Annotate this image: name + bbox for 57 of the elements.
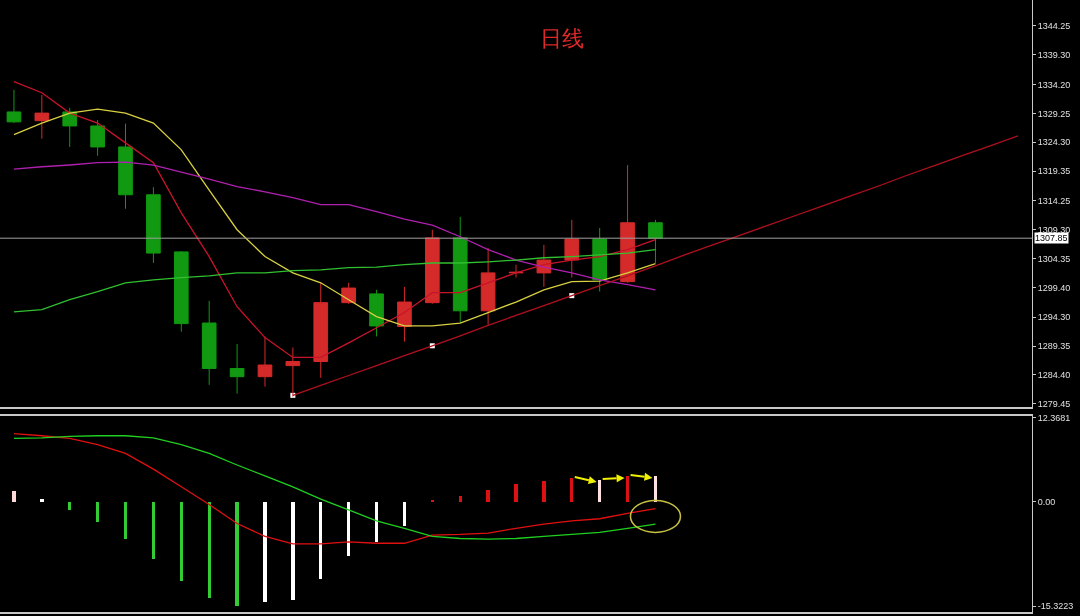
y-tick-label: 1329.25 <box>1037 108 1071 119</box>
candlestick <box>564 219 580 279</box>
y-tick-label: 12.3681 <box>1037 412 1071 423</box>
bar <box>402 501 407 526</box>
y-tick-label: 1319.35 <box>1037 166 1071 177</box>
line-series <box>292 135 1019 396</box>
y-tick-label: 1294.30 <box>1037 312 1071 323</box>
y-tick-label: 1279.45 <box>1037 398 1071 409</box>
candlestick <box>620 164 635 284</box>
y-tick-label: 1284.40 <box>1037 370 1071 381</box>
bar <box>12 490 16 502</box>
bar <box>598 479 602 502</box>
y-tick-label: 1344.25 <box>1037 21 1071 32</box>
bar <box>570 477 574 502</box>
line-series <box>13 248 657 313</box>
y-tick-label: 1304.35 <box>1037 253 1071 264</box>
candlestick <box>90 119 105 157</box>
bar <box>486 490 490 502</box>
bar <box>263 501 267 603</box>
line-series <box>13 161 657 291</box>
candlestick <box>452 216 468 324</box>
bar <box>235 501 239 606</box>
bar <box>179 501 183 581</box>
line-series <box>13 80 657 359</box>
ref-line-label: 1307.85 <box>1035 233 1068 243</box>
bar <box>514 484 518 502</box>
line-series <box>13 108 657 327</box>
y-tick-label: 1314.25 <box>1037 196 1071 207</box>
candlestick <box>201 300 217 386</box>
candlestick <box>6 89 22 124</box>
candlestick <box>341 282 356 305</box>
y-tick-label: 1309.30 <box>1037 224 1071 235</box>
y-tick-label: 1289.35 <box>1037 341 1071 352</box>
candlestick <box>34 94 50 140</box>
bar <box>542 481 546 502</box>
bar <box>625 475 630 502</box>
candlestick <box>118 123 133 210</box>
y-tick-label: 1299.40 <box>1037 282 1071 293</box>
y-tick-label: 1334.20 <box>1037 79 1071 90</box>
candlestick <box>648 219 663 264</box>
candlestick <box>146 186 161 264</box>
bar <box>291 501 295 601</box>
candlestick <box>173 250 189 333</box>
y-tick-label: 1339.30 <box>1037 49 1071 60</box>
candlestick <box>592 227 608 293</box>
candlestick <box>229 343 245 395</box>
candlestick <box>369 289 384 337</box>
y-tick-label: 0.00 <box>1037 496 1056 507</box>
candlestick <box>480 247 496 326</box>
y-tick-label: -15.3223 <box>1037 601 1074 612</box>
text: 日线 <box>539 25 584 51</box>
candlestick <box>257 335 273 388</box>
candlestick <box>313 282 329 379</box>
bar <box>40 499 44 502</box>
candlestick <box>424 229 440 305</box>
candlestick <box>508 264 524 279</box>
y-tick-label: 1324.30 <box>1037 137 1071 148</box>
